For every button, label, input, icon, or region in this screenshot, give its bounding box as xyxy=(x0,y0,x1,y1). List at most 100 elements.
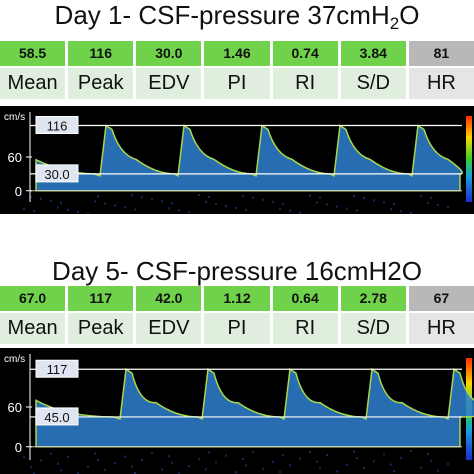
noise-speckle xyxy=(97,195,99,198)
noise-speckle xyxy=(410,212,412,214)
noise-speckle xyxy=(198,458,200,461)
doppler-waveform-chart: 117 45.0 cm/s 0 60 xyxy=(4,354,474,474)
noise-speckle xyxy=(390,463,392,466)
noise-speckle xyxy=(33,472,35,474)
metric-value: 67.0 xyxy=(0,286,66,313)
panel-2-metrics: 67.0 Mean 117 Peak 42.0 EDV 1.12 PI 0.64 RI 2… xyxy=(0,286,474,344)
noise-speckle xyxy=(161,200,163,203)
metric-value: 1.46 xyxy=(204,41,270,68)
metric-label: PI xyxy=(204,68,270,99)
noise-speckle xyxy=(235,207,237,209)
metric-value: 3.84 xyxy=(340,41,406,68)
noise-speckle xyxy=(272,461,274,463)
panel-1-title-subscript: 2 xyxy=(389,14,400,33)
noise-speckle xyxy=(282,202,284,205)
noise-speckle xyxy=(87,465,89,468)
metric-label: RI xyxy=(272,313,338,344)
noise-speckle xyxy=(67,208,69,211)
metric-value: 117 xyxy=(68,286,134,313)
noise-speckle xyxy=(447,463,449,465)
noise-speckle xyxy=(208,451,210,454)
metric-pi: 1.46 PI xyxy=(201,41,270,99)
noise-speckle xyxy=(151,198,153,201)
noise-speckle xyxy=(205,468,207,471)
noise-speckle xyxy=(40,459,42,462)
noise-speckle xyxy=(299,211,301,214)
noise-speckle xyxy=(353,195,355,198)
noise-speckle xyxy=(141,458,143,461)
noise-speckle xyxy=(124,206,126,209)
metric-value: 116 xyxy=(68,41,134,68)
metric-peak: 116 Peak xyxy=(65,41,134,99)
noise-speckle xyxy=(272,200,274,203)
noise-speckle xyxy=(242,194,244,197)
noise-speckle xyxy=(346,207,348,210)
noise-speckle xyxy=(225,454,227,457)
noise-speckle xyxy=(168,207,170,210)
noise-speckle xyxy=(178,209,180,212)
panel-1-metrics: 58.5 Mean 116 Peak 30.0 EDV 1.46 PI 0.74 RI 3… xyxy=(0,41,474,99)
y-tick-label: 60 xyxy=(8,400,22,415)
noise-speckle xyxy=(188,465,190,467)
noise-speckle xyxy=(316,460,318,463)
noise-speckle xyxy=(134,208,136,211)
noise-speckle xyxy=(60,201,62,204)
waveform-spectrum xyxy=(36,125,463,191)
metric-pi: 1.12 PI xyxy=(201,286,270,344)
waveform-envelope xyxy=(35,124,463,192)
noise-speckle xyxy=(427,453,429,456)
waveform-spectrum xyxy=(36,369,474,447)
metric-peak: 117 Peak xyxy=(65,286,134,344)
noise-speckle xyxy=(198,194,200,196)
noise-speckle xyxy=(400,456,402,459)
axis-unit-label: cm/s xyxy=(4,354,25,365)
y-tick-label: 0 xyxy=(15,184,22,199)
noise-speckle xyxy=(346,463,348,466)
noise-speckle xyxy=(393,203,395,206)
metric-mean: 67.0 Mean xyxy=(0,286,66,344)
waveform-envelope xyxy=(35,367,474,448)
noise-speckle xyxy=(336,205,338,208)
metric-label: EDV xyxy=(136,313,202,344)
noise-speckle xyxy=(289,464,291,467)
noise-speckle xyxy=(235,471,237,474)
metric-ri: 0.64 RI xyxy=(269,286,338,344)
noise-speckle xyxy=(50,199,52,202)
noise-speckle xyxy=(20,449,22,452)
peak-marker-label: 116 xyxy=(47,119,68,134)
noise-speckle xyxy=(87,212,89,214)
noise-speckle xyxy=(208,196,210,198)
y-tick-label: 60 xyxy=(8,150,22,165)
noise-speckle xyxy=(437,469,439,472)
noise-speckle xyxy=(77,210,79,213)
noise-speckle xyxy=(400,210,402,213)
metric-label: Mean xyxy=(0,313,66,344)
metric-sd: 2.78 S/D xyxy=(337,286,406,344)
noise-speckle xyxy=(57,206,59,209)
noise-speckle xyxy=(373,199,375,202)
panel-1-title-tail: O xyxy=(399,0,420,30)
metric-value: 58.5 xyxy=(0,41,66,68)
noise-speckle xyxy=(225,205,227,207)
noise-speckle xyxy=(309,450,311,453)
metric-mean: 58.5 Mean xyxy=(0,41,66,99)
noise-speckle xyxy=(447,206,449,208)
axis-unit-label: cm/s xyxy=(4,112,25,123)
noise-speckle xyxy=(242,458,244,460)
noise-speckle xyxy=(33,210,35,212)
metric-value: 81 xyxy=(408,41,474,68)
noise-speckle xyxy=(430,459,432,462)
doppler-spectrum-day-1: 116 30.0 cm/s 0 60 xyxy=(0,106,474,214)
peak-marker-label: 117 xyxy=(47,362,68,377)
metric-sd: 3.84 S/D xyxy=(337,41,406,99)
noise-speckle xyxy=(168,455,170,458)
noise-speckle xyxy=(262,198,264,201)
noise-speckle xyxy=(104,202,106,205)
noise-speckle xyxy=(326,454,328,456)
noise-speckle xyxy=(30,195,32,198)
metric-label: PI xyxy=(204,313,270,344)
noise-speckle xyxy=(141,196,143,199)
metric-value: 0.74 xyxy=(272,41,338,68)
metric-label: Mean xyxy=(0,68,66,99)
noise-speckle xyxy=(252,451,254,454)
